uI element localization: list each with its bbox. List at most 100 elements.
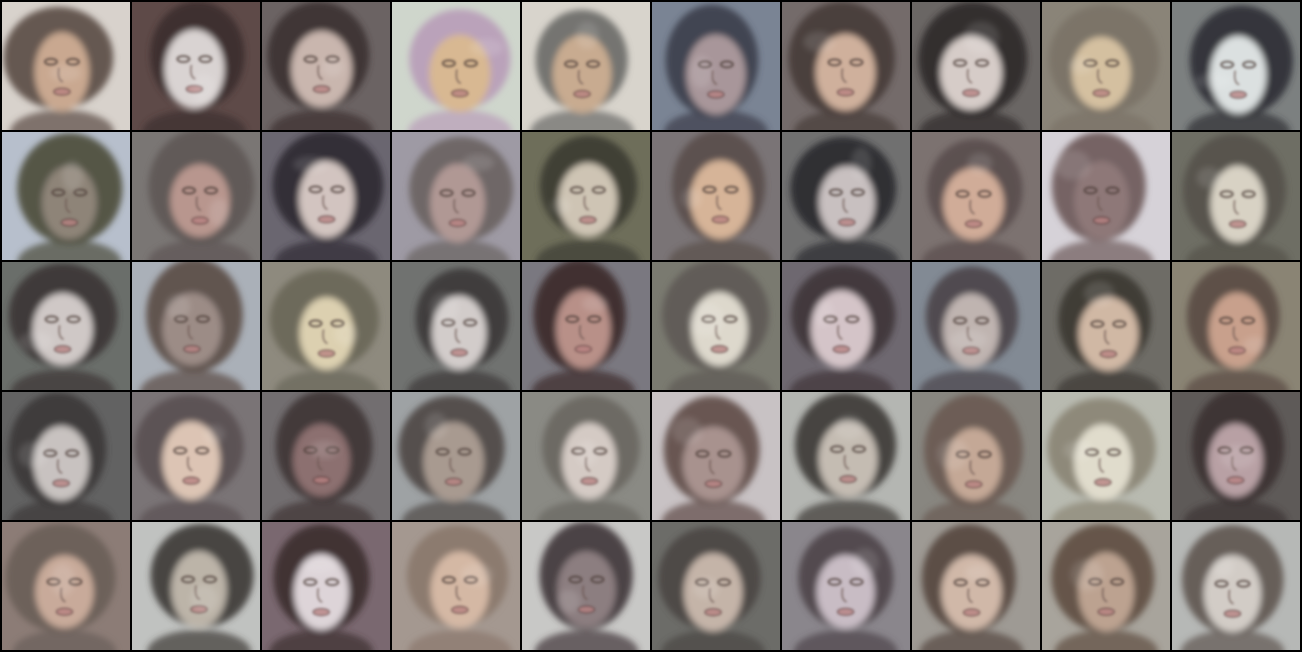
face-shape: [818, 166, 875, 239]
nose-line: [709, 459, 715, 475]
facial-features: [828, 188, 865, 227]
face-image: [2, 132, 130, 260]
right-eye: [975, 58, 990, 67]
mouth: [707, 90, 725, 99]
highlight-artifact: [965, 564, 991, 582]
mouth: [1092, 89, 1111, 98]
shoulders-shape: [139, 500, 244, 520]
face-shape: [298, 161, 355, 238]
highlight-artifact: [300, 554, 338, 574]
shoulders-shape: [1180, 630, 1285, 650]
face-image: [522, 2, 650, 130]
face-blur-group: [140, 262, 244, 390]
face-tile: [392, 522, 520, 650]
left-eye: [953, 578, 968, 587]
highlight-artifact: [424, 412, 448, 439]
mouth: [1226, 476, 1245, 485]
shoulders-shape: [921, 500, 1026, 520]
left-eye: [827, 58, 842, 67]
face-image: [1172, 522, 1300, 650]
highlight-artifact: [1212, 556, 1234, 578]
face-tile: [262, 2, 390, 130]
face-blur-group: [407, 268, 511, 390]
highlight-artifact: [575, 440, 598, 466]
facial-features: [1220, 60, 1257, 99]
left-eye: [828, 188, 843, 197]
right-eye: [330, 185, 345, 194]
highlight-artifact: [575, 21, 599, 49]
mouth: [964, 219, 983, 229]
face-tile: [1172, 2, 1300, 130]
face-shape: [818, 421, 878, 497]
face-tile: [392, 2, 520, 130]
shoulders-shape: [274, 240, 379, 260]
face-image: [652, 392, 780, 520]
shoulders-shape: [10, 370, 115, 390]
right-eye: [975, 316, 990, 325]
mouth: [965, 480, 983, 489]
left-eye: [43, 57, 58, 66]
facial-features: [173, 446, 210, 485]
face-blur-group: [267, 2, 374, 130]
left-eye: [182, 186, 197, 195]
highlight-artifact: [1070, 558, 1104, 591]
face-image: [392, 262, 520, 390]
facial-features: [827, 58, 864, 97]
mouth: [53, 87, 71, 96]
highlight-artifact: [936, 438, 969, 471]
mouth: [836, 607, 855, 616]
right-eye: [1110, 577, 1125, 586]
highlight-artifact: [680, 187, 702, 209]
left-eye: [830, 445, 845, 454]
mouth: [183, 344, 201, 354]
left-eye: [1219, 316, 1234, 325]
right-eye: [195, 315, 210, 324]
nose-line: [841, 587, 847, 603]
right-eye: [1105, 186, 1120, 195]
nose-line: [322, 329, 328, 345]
face-image: [782, 262, 910, 390]
face-tile: [392, 392, 520, 520]
mouth: [962, 608, 981, 617]
right-eye: [73, 188, 88, 197]
mouth: [317, 215, 336, 224]
right-eye: [325, 578, 340, 587]
highlight-artifact: [309, 440, 340, 459]
face-image: [262, 392, 390, 520]
shoulders-shape: [919, 370, 1023, 390]
left-eye: [51, 188, 66, 197]
face-image: [1042, 2, 1170, 130]
face-tile: [1042, 2, 1170, 130]
shoulders-shape: [407, 370, 511, 390]
face-tile: [2, 262, 130, 390]
face-shape: [1074, 424, 1132, 501]
highlight-artifact: [18, 441, 48, 468]
face-shape: [32, 293, 93, 366]
shoulders-shape: [661, 500, 766, 520]
shoulders-shape: [667, 370, 772, 390]
face-shape: [558, 163, 618, 237]
shoulders-shape: [148, 240, 252, 260]
right-eye: [850, 188, 865, 197]
face-tile: [782, 522, 910, 650]
right-eye: [1241, 316, 1256, 325]
face-image: [652, 2, 780, 130]
face-shape: [686, 34, 746, 115]
face-tile: [132, 262, 260, 390]
face-tile: [912, 262, 1040, 390]
left-eye: [568, 575, 583, 584]
face-tile: [652, 392, 780, 520]
left-eye: [569, 185, 584, 194]
shoulders-shape: [12, 630, 117, 650]
left-eye: [180, 575, 195, 584]
mouth: [704, 608, 722, 617]
face-tile: [522, 262, 650, 390]
left-eye: [176, 55, 191, 64]
nose-line: [711, 70, 718, 86]
facial-features: [441, 59, 478, 98]
facial-features: [44, 315, 81, 354]
face-tile: [2, 2, 130, 130]
shoulders-shape: [531, 370, 636, 390]
mouth: [53, 345, 72, 354]
